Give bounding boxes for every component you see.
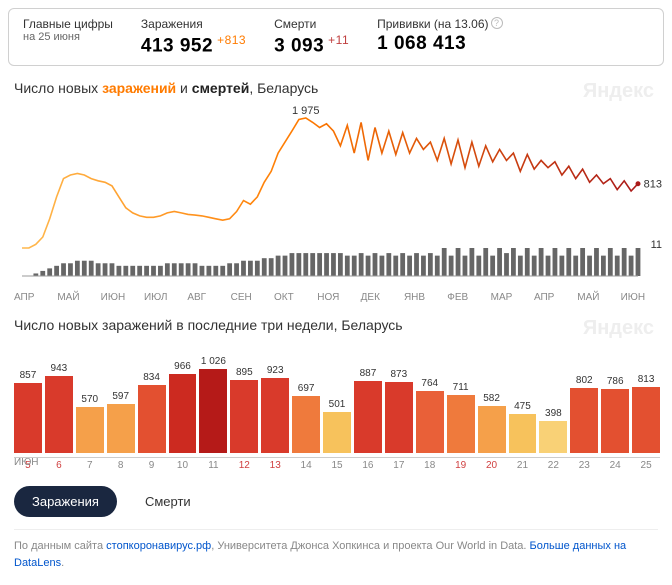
footer-attribution: По данным сайта стопкоронавирус.рф, Унив… (14, 529, 658, 571)
stats-title: Главные цифры на 25 июня (23, 17, 113, 43)
stats-title-line1: Главные цифры (23, 17, 113, 31)
bar-day-16[interactable]: 887 (354, 368, 382, 454)
bar-day-19[interactable]: 711 (447, 382, 475, 453)
stats-summary-box: Главные цифры на 25 июня Заражения 413 9… (8, 8, 664, 66)
bar-day-13[interactable]: 923 (261, 365, 289, 454)
tab-deaths[interactable]: Смерти (127, 486, 209, 517)
metric-tabs: Заражения Смерти (14, 486, 658, 517)
stat-deaths-label: Смерти (274, 17, 349, 31)
bar-day-10[interactable]: 966 (169, 361, 197, 453)
chart2-watermark: Яндекс (583, 317, 654, 340)
stats-title-line2: на 25 июня (23, 31, 113, 43)
bar-day-7[interactable]: 570 (76, 394, 104, 454)
tab-cases[interactable]: Заражения (14, 486, 117, 517)
chart1-title-deaths: смертей (192, 80, 250, 96)
bar-day-14[interactable]: 697 (292, 383, 320, 453)
chart2-title: Число новых заражений в последние три не… (14, 317, 664, 333)
chart1[interactable]: 1 975 813 11 (8, 100, 664, 290)
chart1-month-axis: АПРМАЙИЮНИЮЛАВГСЕНОКТНОЯДЕКЯНВФЕВМАРАПРМ… (14, 292, 664, 303)
stat-deaths-number: 3 093 (274, 35, 324, 56)
bar-day-11[interactable]: 1 026 (199, 356, 227, 453)
svg-text:11: 11 (651, 239, 662, 251)
chart2-day-axis: 5678910111213141516171819202122232425 (14, 457, 660, 471)
stat-deaths: Смерти 3 093 +11 (274, 17, 349, 57)
stat-cases-label: Заражения (141, 17, 246, 31)
bar-day-25[interactable]: 813 (632, 374, 660, 454)
svg-text:1 975: 1 975 (292, 105, 320, 117)
bar-day-18[interactable]: 764 (416, 378, 444, 454)
chart1-title: Число новых заражений и смертей, Беларус… (14, 80, 664, 96)
stat-cases: Заражения 413 952 +813 (141, 17, 246, 57)
bar-day-22[interactable]: 398 (539, 408, 567, 454)
bar-day-5[interactable]: 857 (14, 370, 42, 453)
stat-vacc-value: 1 068 413 (377, 33, 502, 55)
stat-cases-delta: +813 (217, 33, 246, 47)
bar-day-15[interactable]: 501 (323, 399, 351, 453)
stat-vacc-label: Прививки (на 13.06)? (377, 17, 502, 31)
bar-day-24[interactable]: 786 (601, 376, 629, 453)
svg-text:813: 813 (644, 179, 662, 191)
chart2[interactable]: 8579435705978349661 02689592369750188787… (14, 343, 660, 453)
chart1-title-cases: заражений (102, 80, 176, 96)
stat-cases-value: 413 952 +813 (141, 33, 246, 57)
bar-day-12[interactable]: 895 (230, 367, 258, 453)
stat-vacc: Прививки (на 13.06)? 1 068 413 (377, 17, 502, 55)
footer-link-source[interactable]: стопкоронавирус.рф (106, 540, 211, 552)
bar-day-6[interactable]: 943 (45, 363, 73, 453)
bar-day-8[interactable]: 597 (107, 391, 135, 453)
bar-day-23[interactable]: 802 (570, 375, 598, 454)
bar-day-9[interactable]: 834 (138, 372, 166, 453)
bar-day-17[interactable]: 873 (385, 369, 413, 453)
bar-day-21[interactable]: 475 (509, 401, 537, 453)
stat-deaths-value: 3 093 +11 (274, 33, 349, 57)
stat-cases-number: 413 952 (141, 35, 213, 56)
info-icon[interactable]: ? (491, 17, 503, 29)
stat-deaths-delta: +11 (328, 33, 349, 47)
bar-day-20[interactable]: 582 (478, 393, 506, 454)
